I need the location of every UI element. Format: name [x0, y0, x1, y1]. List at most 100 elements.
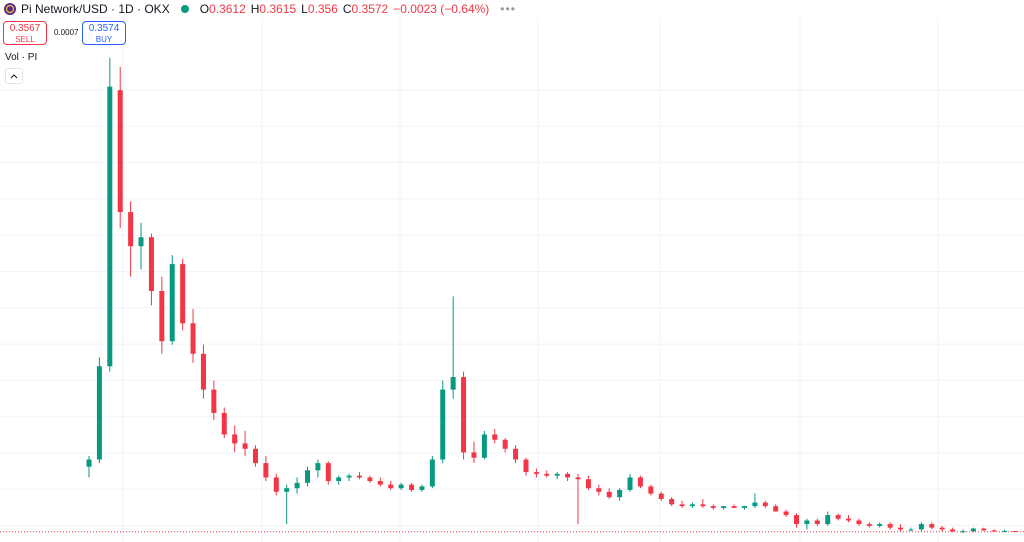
candle-body — [887, 524, 893, 528]
candle-body — [596, 488, 602, 492]
volume-label: Vol · PI — [5, 52, 38, 63]
candle-body — [315, 463, 321, 471]
candle-body — [304, 470, 310, 483]
candle-body — [606, 491, 612, 498]
candle-body — [637, 477, 643, 487]
candle-body — [211, 389, 217, 413]
candle-body — [721, 506, 727, 508]
candle-body — [679, 504, 685, 507]
candle-body — [929, 524, 935, 528]
chart-title: Pi Network/USD · 1D · OKX — [21, 2, 170, 16]
candle-body — [783, 511, 789, 516]
candle-body — [357, 475, 363, 478]
candle-body — [252, 448, 258, 464]
sell-label: SELL — [15, 35, 35, 44]
candle-body — [481, 434, 487, 458]
candle-body — [190, 323, 196, 354]
candle-body — [710, 506, 716, 508]
legend-value: 0.3572 — [351, 2, 389, 16]
legend-key: O — [199, 2, 210, 16]
candle-body — [814, 520, 820, 525]
candle-body — [513, 448, 519, 460]
status-dot — [180, 5, 189, 13]
candle-body — [908, 529, 914, 531]
candle-body — [762, 502, 768, 507]
candle-body — [242, 443, 248, 449]
candle-body — [960, 531, 966, 533]
candle-body — [898, 527, 904, 530]
header: Pi Network/USD · 1D · OKX O0.3612 H0.3615… — [0, 0, 516, 18]
candle-body — [409, 484, 415, 491]
candle-body — [429, 459, 435, 487]
candle-body — [273, 477, 279, 492]
candle-body — [627, 477, 633, 491]
legend-value: 0.356 — [307, 2, 338, 16]
candle-body — [835, 515, 841, 519]
candle-body — [346, 475, 352, 478]
candle-body — [877, 524, 883, 526]
change: −0.0023 (−0.64%) — [393, 2, 490, 16]
candle-body — [700, 504, 706, 507]
candle-body — [794, 515, 800, 525]
candle-body — [585, 479, 591, 489]
candle-body — [991, 530, 997, 532]
candle-body — [284, 488, 290, 492]
candle-body — [159, 291, 165, 342]
candle-body — [107, 86, 113, 367]
candle-body — [752, 502, 758, 507]
candle-body — [575, 477, 581, 480]
candle-body — [492, 434, 498, 440]
legend-value: 0.3615 — [259, 2, 297, 16]
spread: 0.0007 — [54, 28, 79, 37]
legend-value: 0.3612 — [209, 2, 246, 16]
buy-button[interactable]: 0.3574 BUY — [82, 21, 126, 45]
ohlc-legend: O0.3612 H0.3615 L0.356 C0.3572 — [200, 2, 394, 16]
candle-body — [981, 528, 987, 531]
candle-body — [138, 237, 144, 247]
more-menu[interactable]: ••• — [500, 2, 516, 16]
candle-body — [950, 529, 956, 532]
candle-body — [128, 212, 134, 247]
buy-label: BUY — [95, 35, 113, 44]
candle-body — [336, 477, 342, 482]
candle-body — [367, 477, 373, 482]
candle-body — [856, 520, 862, 525]
candle-body — [689, 504, 695, 507]
candle-body — [804, 520, 810, 525]
candle-body — [294, 482, 300, 489]
candle-body — [846, 518, 852, 521]
candle-body — [773, 506, 779, 512]
caret — [10, 74, 18, 79]
candle-body — [565, 473, 571, 478]
candle-body — [544, 473, 550, 476]
candle-body — [96, 366, 102, 460]
candle-body — [440, 389, 446, 460]
candle-body — [523, 459, 529, 473]
buy-price: 0.3574 — [88, 23, 120, 34]
candle-body — [939, 527, 945, 530]
candle-body — [180, 264, 186, 324]
candle-body — [866, 524, 872, 526]
candle-body — [658, 493, 664, 499]
candle-body — [398, 484, 404, 489]
coin-icon — [4, 3, 16, 15]
legend-key: H — [250, 2, 260, 16]
candle-body — [148, 237, 154, 291]
candle-body — [232, 434, 238, 444]
candle-body — [554, 473, 560, 476]
candle-body — [825, 515, 831, 525]
candle-body — [669, 498, 675, 505]
candle-body — [741, 506, 747, 508]
candle-body — [263, 463, 269, 478]
candle-body — [471, 452, 477, 458]
candle-body — [970, 528, 976, 532]
candle-body — [169, 264, 175, 342]
candle-body — [1002, 531, 1008, 533]
sell-button[interactable]: 0.3567 SELL — [3, 21, 47, 45]
candle-body — [731, 506, 737, 508]
collapse-button[interactable] — [5, 68, 23, 84]
candle-body — [377, 481, 383, 485]
candle-body — [450, 377, 456, 390]
candle-body — [221, 412, 227, 435]
